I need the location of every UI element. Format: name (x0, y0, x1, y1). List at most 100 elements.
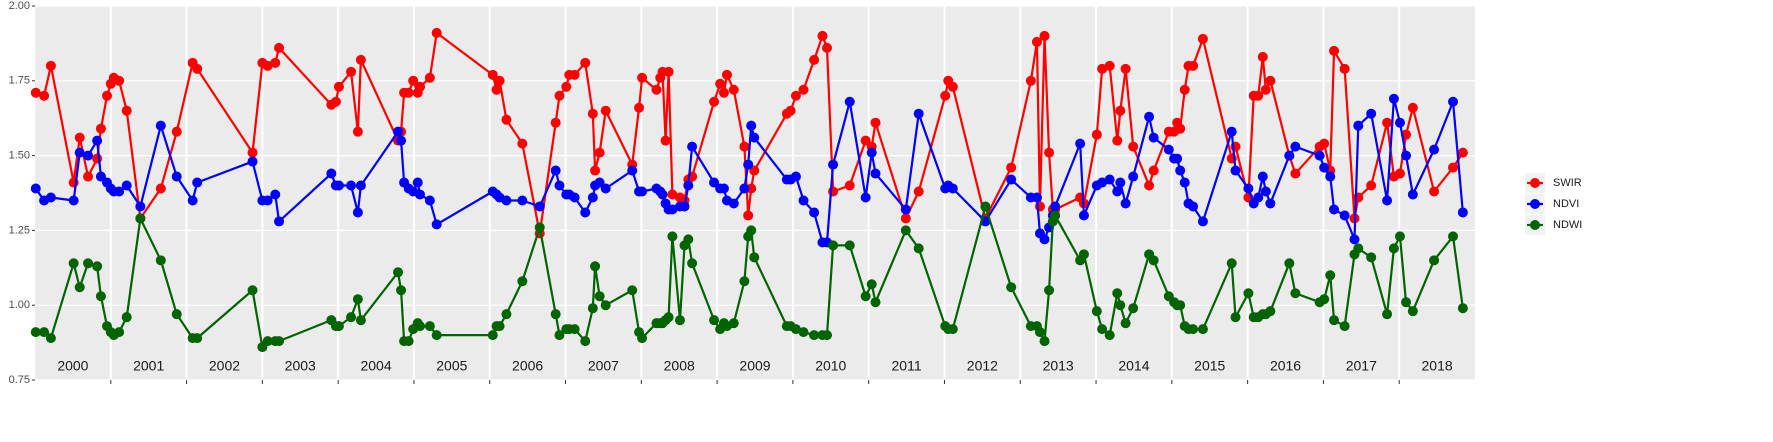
legend-label: NDWI (1553, 219, 1582, 231)
point (1175, 300, 1186, 311)
point (517, 276, 528, 287)
point (587, 303, 598, 314)
point (683, 234, 694, 245)
point (1388, 243, 1399, 254)
point (590, 165, 601, 176)
point (743, 210, 754, 221)
legend-label: NDVI (1553, 198, 1579, 210)
point (587, 108, 598, 119)
x-tick-label: 2002 (209, 358, 240, 374)
point (491, 84, 502, 95)
point (743, 159, 754, 170)
y-tick-label: 1.75 (9, 75, 30, 87)
point (913, 243, 924, 254)
point (687, 258, 698, 269)
point (74, 147, 85, 158)
point (651, 84, 662, 95)
point (1366, 108, 1377, 119)
point (637, 333, 648, 344)
point (396, 285, 407, 296)
point (30, 183, 41, 194)
point (171, 126, 182, 137)
point (683, 180, 694, 191)
point (171, 171, 182, 182)
point (1115, 177, 1126, 188)
point (1112, 288, 1123, 299)
point (798, 195, 809, 206)
point (270, 57, 281, 68)
point (1226, 258, 1237, 269)
point (674, 315, 685, 326)
x-tick-label: 2015 (1194, 358, 1225, 374)
point (494, 321, 505, 332)
point (947, 324, 958, 335)
point (431, 27, 442, 38)
point (333, 321, 344, 332)
point (431, 219, 442, 230)
point (274, 42, 285, 53)
point (95, 291, 106, 302)
point (424, 72, 435, 83)
point (663, 312, 674, 323)
point (192, 333, 203, 344)
x-tick-label: 2010 (815, 358, 846, 374)
point (114, 75, 125, 86)
point (355, 315, 366, 326)
point (1006, 282, 1017, 293)
point (415, 321, 426, 332)
point (728, 198, 739, 209)
point (1025, 75, 1036, 86)
point (866, 147, 877, 158)
point (1115, 300, 1126, 311)
point (679, 201, 690, 212)
point (346, 66, 357, 77)
point (866, 279, 877, 290)
point (947, 81, 958, 92)
point (517, 195, 528, 206)
point (1407, 189, 1418, 200)
legend-marker (1530, 178, 1540, 188)
point (718, 183, 729, 194)
point (30, 327, 41, 338)
point (487, 330, 498, 341)
point (1290, 288, 1301, 299)
point (600, 183, 611, 194)
point (1031, 36, 1042, 47)
point (45, 333, 56, 344)
point (74, 132, 85, 143)
point (1148, 165, 1159, 176)
point (1120, 198, 1131, 209)
point (352, 294, 363, 305)
x-tick-label: 2018 (1422, 358, 1453, 374)
point (247, 147, 258, 158)
point (900, 204, 911, 215)
point (1243, 183, 1254, 194)
point (45, 60, 56, 71)
point (1457, 147, 1468, 158)
point (746, 225, 757, 236)
point (817, 30, 828, 41)
point (1260, 84, 1271, 95)
point (517, 138, 528, 149)
point (121, 312, 132, 323)
point (415, 189, 426, 200)
y-tick-label: 0.75 (9, 374, 30, 386)
point (709, 315, 720, 326)
point (1325, 270, 1336, 281)
y-tick-label: 1.25 (9, 224, 30, 236)
point (487, 69, 498, 80)
point (1197, 33, 1208, 44)
point (68, 195, 79, 206)
point (1457, 207, 1468, 218)
y-tick-label: 1.50 (9, 150, 30, 162)
point (247, 156, 258, 167)
point (1329, 315, 1340, 326)
point (155, 255, 166, 266)
point (1394, 168, 1405, 179)
point (1243, 288, 1254, 299)
point (1128, 303, 1139, 314)
point (1104, 60, 1115, 71)
point (1325, 171, 1336, 182)
point (1407, 102, 1418, 113)
